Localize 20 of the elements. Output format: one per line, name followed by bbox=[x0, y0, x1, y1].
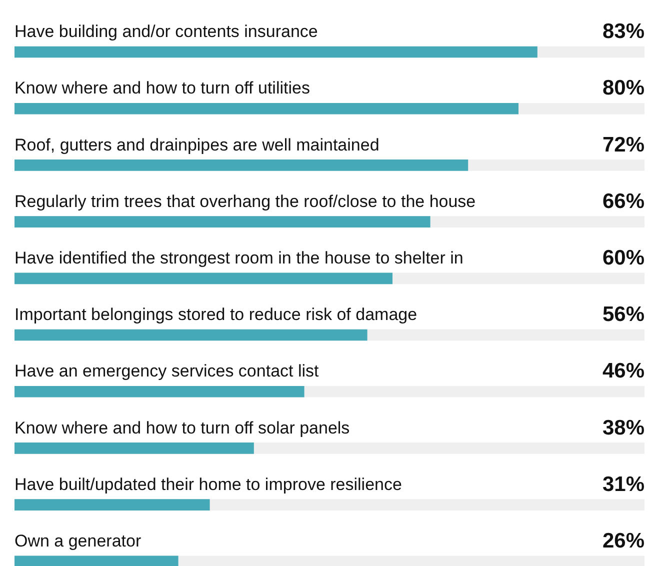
data-label: 56% bbox=[602, 303, 645, 326]
y-tick-label: Have an emergency services contact list bbox=[14, 362, 320, 381]
y-tick-label: Regularly trim trees that overhang the roof/close to the house bbox=[14, 192, 476, 211]
y-tick-label: Own a generator bbox=[14, 532, 142, 551]
y-tick-label: Know where and how to turn off utilities bbox=[14, 78, 310, 98]
data-label: 66% bbox=[602, 190, 645, 213]
y-tick-label: Know where and how to turn off solar panels bbox=[14, 418, 350, 438]
y-tick-label: Have built/updated their home to improve resilience bbox=[14, 474, 402, 494]
data-label: 72% bbox=[602, 133, 645, 156]
data-label: 60% bbox=[602, 246, 645, 270]
data-label: 38% bbox=[602, 416, 645, 440]
data-label: 83% bbox=[602, 20, 645, 44]
y-tick-label: Important belongings stored to reduce risk of damage bbox=[14, 305, 418, 324]
y-tick-label: Have identified the strongest room in the house to shelter in bbox=[14, 248, 464, 268]
data-label: 80% bbox=[602, 76, 645, 100]
data-label: 46% bbox=[602, 360, 645, 383]
data-label: 26% bbox=[602, 530, 645, 553]
y-tick-label: Have building and/or contents insurance bbox=[14, 22, 318, 42]
y-tick-label: Roof, gutters and drainpipes are well maintained bbox=[14, 135, 380, 154]
data-label: 31% bbox=[602, 472, 645, 496]
